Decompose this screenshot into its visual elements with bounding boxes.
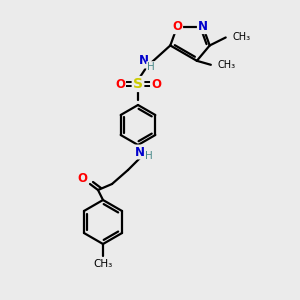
Text: O: O — [172, 20, 182, 33]
Text: N: N — [135, 146, 145, 158]
Text: N: N — [198, 20, 208, 33]
Text: O: O — [77, 172, 87, 184]
Text: H: H — [145, 151, 153, 161]
Text: O: O — [151, 77, 161, 91]
Text: CH₃: CH₃ — [93, 259, 112, 269]
Text: O: O — [115, 77, 125, 91]
Text: S: S — [133, 77, 143, 91]
Text: CH₃: CH₃ — [218, 60, 236, 70]
Text: H: H — [147, 62, 155, 72]
Text: N: N — [139, 55, 149, 68]
Text: CH₃: CH₃ — [233, 32, 251, 43]
